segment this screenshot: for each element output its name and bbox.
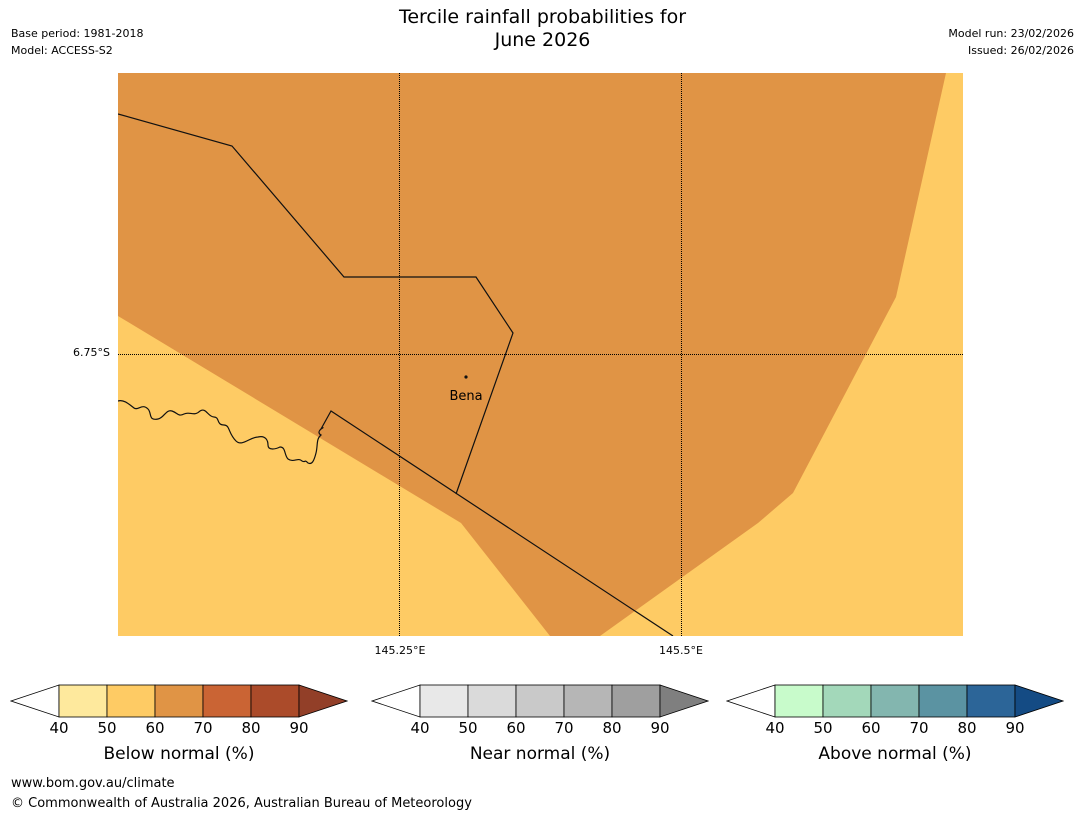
boundary-line-south: [320, 410, 674, 636]
colorbar-segment: [563, 684, 613, 718]
model-run-text: Model run: 23/02/2026: [948, 27, 1074, 40]
colorbar-tick: 70: [909, 719, 929, 737]
boundary-line-west: [118, 400, 324, 465]
title-line-2: June 2026: [494, 29, 591, 51]
colorbar-segment: [58, 684, 108, 718]
colorbar-tick: 40: [765, 719, 785, 737]
chart-title: Tercile rainfall probabilities for June …: [0, 6, 1085, 52]
colorbar-near-normal-scale: [371, 684, 709, 718]
model-text: Model: ACCESS-S2: [11, 44, 113, 57]
colorbar-segment: [870, 684, 920, 718]
colorbar-near-normal: 40 50 60 70 80 90 Near normal (%): [371, 684, 709, 764]
colorbar-segment: [966, 684, 1016, 718]
probability-map: Bena: [118, 73, 963, 636]
colorbar-tick: 70: [554, 719, 574, 737]
colorbar-tick: 50: [97, 719, 117, 737]
meta-left: Base period: 1981-2018 Model: ACCESS-S2: [11, 25, 143, 59]
colorbar-tick: 90: [1005, 719, 1025, 737]
website-text: www.bom.gov.au/climate: [11, 776, 175, 791]
colorbar-segment: [515, 684, 565, 718]
latitude-label: 6.75°S: [73, 346, 110, 359]
colorbar-tick: 80: [241, 719, 261, 737]
colorbar-segment: [822, 684, 872, 718]
colorbar-segment: [419, 684, 469, 718]
colorbar-tick: 50: [458, 719, 478, 737]
colorbar-tick: 40: [49, 719, 69, 737]
colorbar-segment: [467, 684, 517, 718]
issued-text: Issued: 26/02/2026: [967, 44, 1074, 57]
colorbar-segment: [250, 684, 300, 718]
colorbar-tick: 70: [193, 719, 213, 737]
title-line-1: Tercile rainfall probabilities for: [398, 6, 687, 28]
colorbar-tick: 90: [289, 719, 309, 737]
colorbar-above-normal-scale: [726, 684, 1064, 718]
footer: www.bom.gov.au/climate © Commonwealth of…: [11, 774, 472, 814]
base-period-text: Base period: 1981-2018: [11, 27, 144, 40]
colorbar-high-extension: [1014, 684, 1064, 718]
colorbar-below-normal: 40 50 60 70 80 90 Below normal (%): [10, 684, 348, 764]
colorbar-segment: [202, 684, 252, 718]
colorbar-tick: 80: [602, 719, 622, 737]
colorbar-label: Near normal (%): [469, 744, 611, 764]
town-bena: Bena: [449, 375, 483, 404]
colorbar-label: Above normal (%): [818, 744, 972, 764]
colorbar-segment: [774, 684, 824, 718]
colorbar-above-normal: 40 50 60 70 80 90 Above normal (%): [726, 684, 1064, 764]
boundary-line-north: [118, 113, 514, 495]
longitude-label-145-25: 145.25°E: [374, 644, 426, 657]
colorbar-tick: 60: [145, 719, 165, 737]
copyright-text: © Commonwealth of Australia 2026, Austra…: [11, 796, 472, 811]
colorbar-high-extension: [659, 684, 709, 718]
colorbar-low-extension: [371, 684, 421, 718]
colorbar-segment: [154, 684, 204, 718]
colorbar-segment: [918, 684, 968, 718]
colorbar-tick: 40: [410, 719, 430, 737]
colorbar-below-normal-scale: [10, 684, 348, 718]
colorbar-low-extension: [726, 684, 776, 718]
meta-right: Model run: 23/02/2026 Issued: 26/02/2026: [948, 25, 1074, 59]
longitude-label-145-5: 145.5°E: [659, 644, 703, 657]
town-marker: [464, 375, 468, 379]
colorbar-tick: 60: [506, 719, 526, 737]
colorbar-label: Below normal (%): [103, 744, 255, 764]
colorbar-high-extension: [298, 684, 348, 718]
town-label: Bena: [449, 389, 482, 404]
colorbar-segment: [611, 684, 661, 718]
colorbar-tick: 80: [957, 719, 977, 737]
colorbar-tick: 50: [813, 719, 833, 737]
graticule: [118, 73, 963, 636]
colorbar-tick: 60: [861, 719, 881, 737]
colorbar-tick: 90: [650, 719, 670, 737]
province-boundaries: [118, 113, 674, 636]
colorbar-low-extension: [10, 684, 60, 718]
colorbar-segment: [106, 684, 156, 718]
